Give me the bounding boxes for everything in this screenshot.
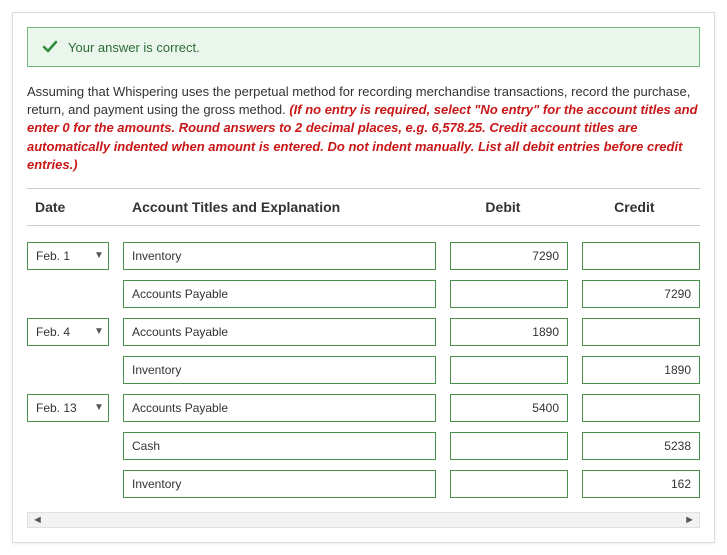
credit-input[interactable]: 1890 xyxy=(582,356,700,384)
journal-row: Feb. 13 ▼ Accounts Payable 5400 xyxy=(27,394,700,422)
account-title-input[interactable]: Inventory xyxy=(123,470,436,498)
credit-input[interactable]: 7290 xyxy=(582,280,700,308)
account-title-input[interactable]: Accounts Payable xyxy=(123,280,436,308)
credit-input[interactable] xyxy=(582,394,700,422)
credit-input[interactable]: 162 xyxy=(582,470,700,498)
account-title-input[interactable]: Inventory xyxy=(123,242,436,270)
credit-input[interactable]: 5238 xyxy=(582,432,700,460)
date-select[interactable]: Feb. 13 ▼ xyxy=(27,394,109,422)
horizontal-scrollbar[interactable]: ◄ ► xyxy=(27,512,700,528)
credit-input[interactable] xyxy=(582,318,700,346)
journal-header: Date Account Titles and Explanation Debi… xyxy=(27,188,700,226)
journal-row: Feb. 4 ▼ Accounts Payable 1890 xyxy=(27,318,700,346)
account-title-input[interactable]: Inventory xyxy=(123,356,436,384)
debit-input[interactable] xyxy=(450,432,568,460)
date-cell: Feb. 13 ▼ xyxy=(27,394,109,422)
journal-row: Inventory 162 xyxy=(27,470,700,498)
journal-rows: Feb. 1 ▼ Inventory 7290 Accounts Payable 7290… xyxy=(27,226,700,498)
date-select[interactable]: Feb. 1 ▼ xyxy=(27,242,109,270)
date-select[interactable]: Feb. 4 ▼ xyxy=(27,318,109,346)
date-value: Feb. 4 xyxy=(36,325,70,339)
header-date: Date xyxy=(27,188,124,225)
debit-input[interactable] xyxy=(450,356,568,384)
chevron-down-icon: ▼ xyxy=(94,326,104,337)
debit-input[interactable] xyxy=(450,280,568,308)
journal-row: Cash 5238 xyxy=(27,432,700,460)
header-debit: Debit xyxy=(437,188,568,225)
chevron-down-icon: ▼ xyxy=(94,250,104,261)
account-title-input[interactable]: Cash xyxy=(123,432,436,460)
date-value: Feb. 1 xyxy=(36,249,70,263)
date-cell: Feb. 4 ▼ xyxy=(27,318,109,346)
debit-input[interactable]: 7290 xyxy=(450,242,568,270)
journal-row: Accounts Payable 7290 xyxy=(27,280,700,308)
date-cell: Feb. 1 ▼ xyxy=(27,242,109,270)
chevron-down-icon: ▼ xyxy=(94,402,104,413)
debit-input[interactable]: 1890 xyxy=(450,318,568,346)
debit-input[interactable] xyxy=(450,470,568,498)
header-title: Account Titles and Explanation xyxy=(124,188,437,225)
alert-text: Your answer is correct. xyxy=(68,40,200,55)
scroll-right-icon[interactable]: ► xyxy=(684,514,695,526)
journal-row: Feb. 1 ▼ Inventory 7290 xyxy=(27,242,700,270)
header-credit: Credit xyxy=(569,188,700,225)
date-value: Feb. 13 xyxy=(36,401,77,415)
debit-input[interactable]: 5400 xyxy=(450,394,568,422)
credit-input[interactable] xyxy=(582,242,700,270)
question-card: Your answer is correct. Assuming that Wh… xyxy=(12,12,715,543)
scroll-left-icon[interactable]: ◄ xyxy=(32,514,43,526)
journal-row: Inventory 1890 xyxy=(27,356,700,384)
account-title-input[interactable]: Accounts Payable xyxy=(123,318,436,346)
correct-alert: Your answer is correct. xyxy=(27,27,700,67)
account-title-input[interactable]: Accounts Payable xyxy=(123,394,436,422)
check-icon xyxy=(42,39,58,55)
instructions: Assuming that Whispering uses the perpet… xyxy=(27,83,700,174)
